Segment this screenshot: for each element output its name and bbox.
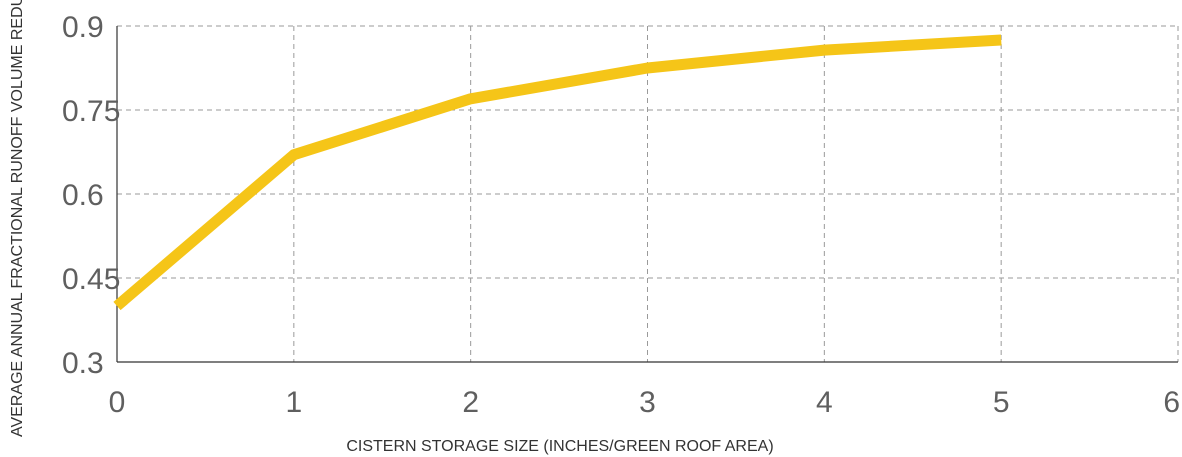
x-tick-label: 0: [109, 386, 126, 419]
x-tick-label: 2: [462, 386, 479, 419]
x-tick-label: 4: [816, 386, 833, 419]
y-tick-labels: 0.3 0.45 0.6 0.75 0.9: [62, 11, 120, 380]
series-layer: [113, 34, 1002, 311]
x-tick-label: 1: [285, 386, 302, 419]
y-tick-label: 0.45: [62, 263, 120, 296]
x-tick-label: 6: [1163, 386, 1180, 419]
x-axis-title: CISTERN STORAGE SIZE (INCHES/GREEN ROOF …: [346, 438, 773, 455]
x-tick-label: 5: [993, 386, 1010, 419]
x-tick-labels: 0 1 2 3 4 5 6: [109, 386, 1180, 419]
y-tick-label: 0.3: [62, 347, 104, 380]
grid: [117, 25, 1179, 362]
x-tick-label: 3: [639, 386, 656, 419]
y-tick-label: 0.6: [62, 179, 104, 212]
y-axis-title: AVERAGE ANNUAL FRACTIONAL RUNOFF VOLUME …: [9, 0, 26, 437]
series-line: [113, 34, 1002, 311]
y-tick-label: 0.75: [62, 95, 120, 128]
y-tick-label: 0.9: [62, 11, 104, 44]
